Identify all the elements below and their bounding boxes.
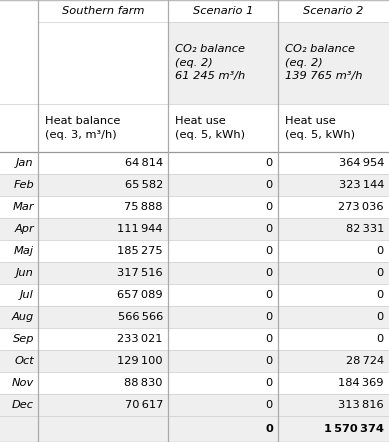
Text: Southern farm: Southern farm [62, 6, 144, 16]
Text: 233 021: 233 021 [117, 334, 163, 344]
Text: 0: 0 [266, 356, 273, 366]
Text: Mar: Mar [12, 202, 34, 212]
Text: 64 814: 64 814 [125, 158, 163, 168]
Text: 139 765 m³/h: 139 765 m³/h [285, 72, 363, 81]
Text: 0: 0 [377, 268, 384, 278]
Text: Scenario 1: Scenario 1 [193, 6, 253, 16]
Bar [0, 306, 389, 328]
Text: 0: 0 [266, 202, 273, 212]
Text: Scenario 2: Scenario 2 [303, 6, 364, 16]
Bar [0, 22, 168, 104]
Bar [0, 372, 389, 394]
Text: CO₂ balance: CO₂ balance [175, 45, 245, 54]
Bar [0, 196, 389, 218]
Bar [0, 350, 389, 372]
Text: Apr: Apr [14, 224, 34, 234]
Text: 111 944: 111 944 [117, 224, 163, 234]
Text: 185 275: 185 275 [117, 246, 163, 256]
Text: Jul: Jul [20, 290, 34, 300]
Text: 0: 0 [377, 334, 384, 344]
Text: 1 570 374: 1 570 374 [324, 424, 384, 434]
Text: Heat use: Heat use [175, 117, 226, 126]
Text: Dec: Dec [12, 400, 34, 410]
Bar [0, 152, 389, 174]
Bar [0, 240, 389, 262]
Text: 82 331: 82 331 [345, 224, 384, 234]
Text: 0: 0 [266, 290, 273, 300]
Bar [0, 0, 389, 22]
Text: 0: 0 [266, 334, 273, 344]
Text: 184 369: 184 369 [338, 378, 384, 388]
Text: 28 724: 28 724 [346, 356, 384, 366]
Bar [168, 22, 389, 104]
Text: 0: 0 [266, 268, 273, 278]
Bar [0, 394, 389, 416]
Text: 75 888: 75 888 [124, 202, 163, 212]
Text: Heat balance: Heat balance [45, 117, 120, 126]
Text: Heat use: Heat use [285, 117, 336, 126]
Text: 0: 0 [266, 378, 273, 388]
Text: 0: 0 [377, 312, 384, 322]
Text: (eq. 5, kWh): (eq. 5, kWh) [175, 130, 245, 140]
Text: 65 582: 65 582 [125, 180, 163, 190]
Text: 0: 0 [266, 246, 273, 256]
Bar [0, 284, 389, 306]
Bar [0, 416, 389, 442]
Text: CO₂ balance: CO₂ balance [285, 45, 355, 54]
Text: 0: 0 [266, 312, 273, 322]
Text: Jan: Jan [16, 158, 34, 168]
Text: 364 954: 364 954 [339, 158, 384, 168]
Text: 61 245 m³/h: 61 245 m³/h [175, 72, 245, 81]
Text: 129 100: 129 100 [117, 356, 163, 366]
Bar [0, 262, 389, 284]
Text: Jun: Jun [16, 268, 34, 278]
Text: 88 830: 88 830 [124, 378, 163, 388]
Text: Aug: Aug [12, 312, 34, 322]
Text: Oct: Oct [14, 356, 34, 366]
Text: Nov: Nov [12, 378, 34, 388]
Text: (eq. 2): (eq. 2) [175, 58, 213, 68]
Text: (eq. 5, kWh): (eq. 5, kWh) [285, 130, 355, 140]
Text: (eq. 2): (eq. 2) [285, 58, 323, 68]
Text: 70 617: 70 617 [124, 400, 163, 410]
Text: Maj: Maj [14, 246, 34, 256]
Text: 566 566: 566 566 [118, 312, 163, 322]
Bar [0, 174, 389, 196]
Text: (eq. 3, m³/h): (eq. 3, m³/h) [45, 130, 117, 140]
Text: 0: 0 [266, 158, 273, 168]
Text: 313 816: 313 816 [338, 400, 384, 410]
Text: 317 516: 317 516 [117, 268, 163, 278]
Text: 0: 0 [265, 424, 273, 434]
Text: Sep: Sep [12, 334, 34, 344]
Bar [0, 218, 389, 240]
Text: 273 036: 273 036 [338, 202, 384, 212]
Text: 323 144: 323 144 [339, 180, 384, 190]
Bar [0, 328, 389, 350]
Bar [0, 104, 389, 152]
Text: 0: 0 [377, 290, 384, 300]
Text: Feb: Feb [13, 180, 34, 190]
Text: 0: 0 [266, 180, 273, 190]
Text: 657 089: 657 089 [117, 290, 163, 300]
Text: 0: 0 [266, 224, 273, 234]
Text: 0: 0 [266, 400, 273, 410]
Text: 0: 0 [377, 246, 384, 256]
